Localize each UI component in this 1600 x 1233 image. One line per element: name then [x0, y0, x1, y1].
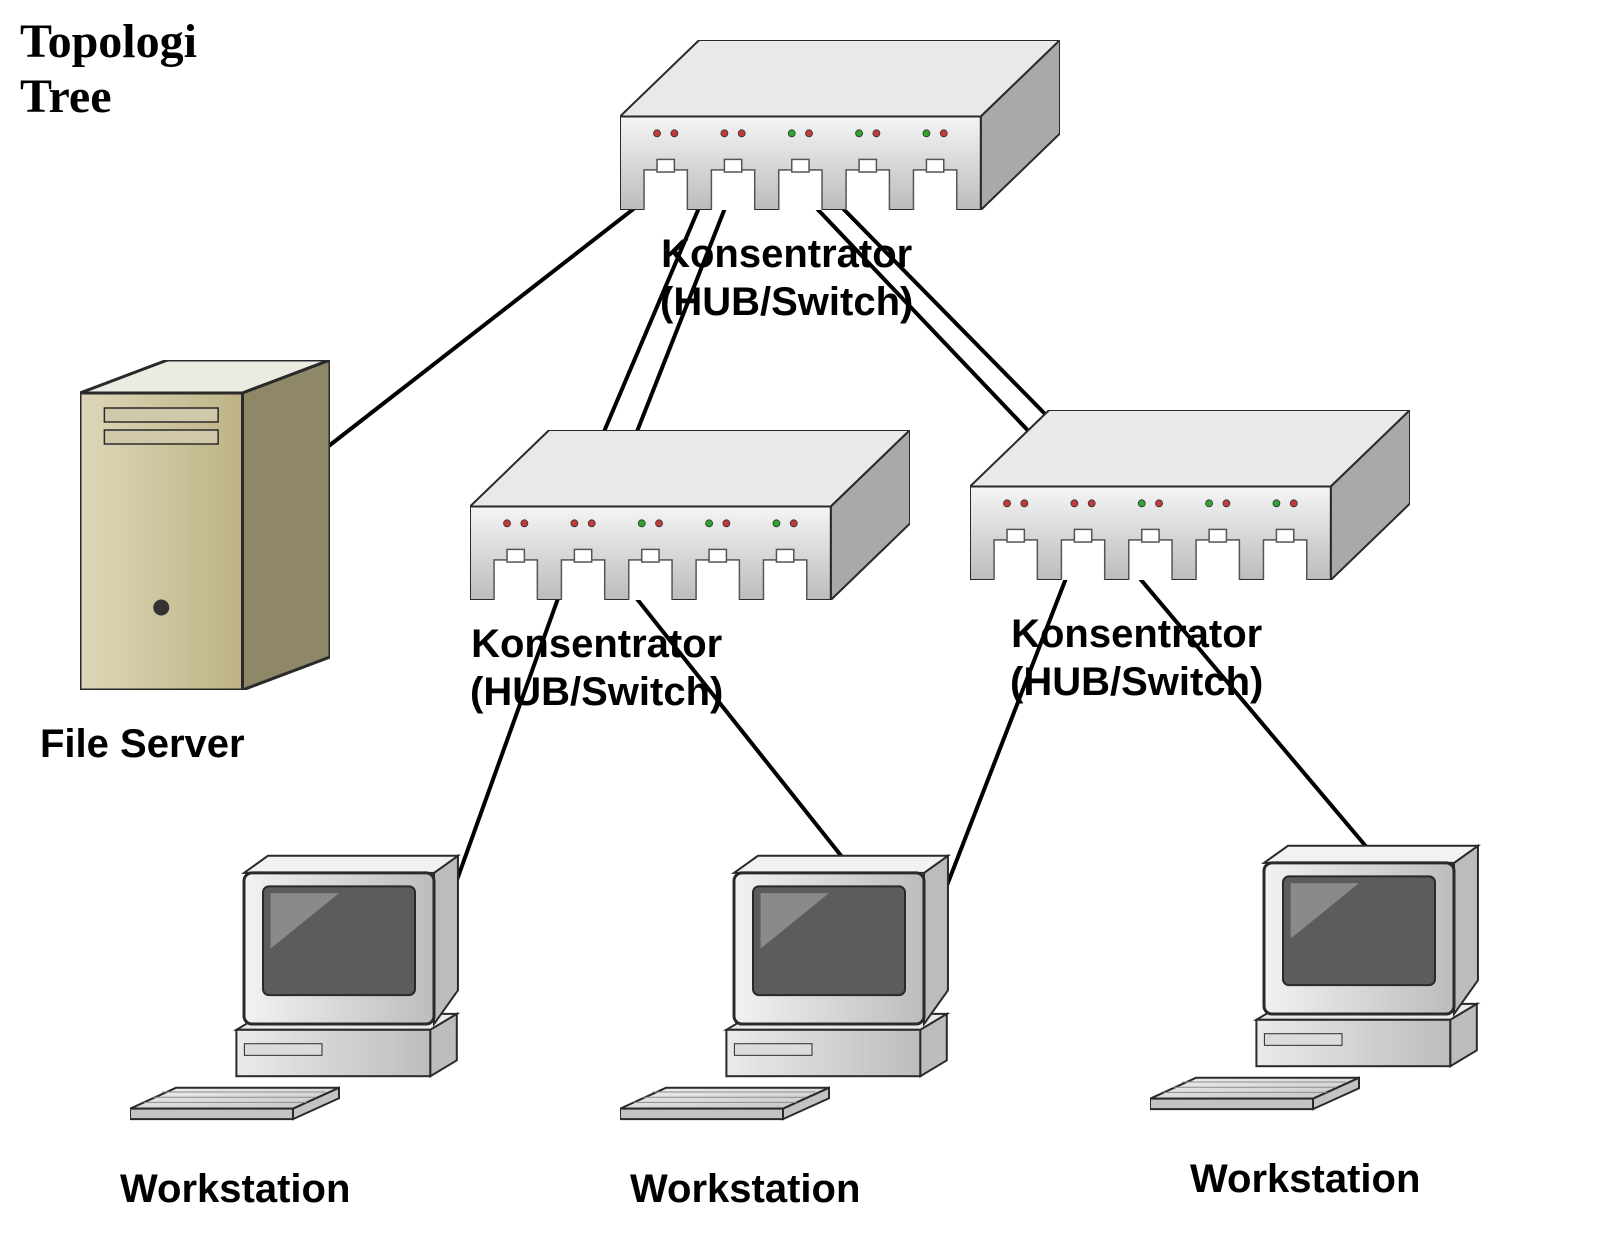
- workstation-label: Workstation: [120, 1165, 350, 1213]
- hub-node: [970, 410, 1410, 585]
- workstation-label: Workstation: [630, 1165, 860, 1213]
- workstation-node: [1150, 840, 1530, 1135]
- title-line2: Tree: [20, 69, 197, 124]
- server-node: [80, 360, 330, 695]
- server-icon: [80, 360, 330, 690]
- workstation-icon: [130, 850, 510, 1140]
- workstation-node: [130, 850, 510, 1145]
- title-line1: Topologi: [20, 14, 197, 69]
- workstation-icon: [620, 850, 1000, 1140]
- workstation-label: Workstation: [1190, 1155, 1420, 1203]
- server-label: File Server: [40, 720, 245, 768]
- workstation-node: [620, 850, 1000, 1145]
- hub-label: Konsentrator (HUB/Switch): [660, 230, 913, 326]
- hub-icon: [970, 410, 1410, 580]
- hub-node: [620, 40, 1060, 215]
- diagram-canvas: Konsentrator (HUB/Switch) Konsentrator (H…: [0, 0, 1600, 1233]
- diagram-title: Topologi Tree: [20, 14, 197, 124]
- hub-icon: [470, 430, 910, 600]
- workstation-icon: [1150, 840, 1530, 1130]
- hub-icon: [620, 40, 1060, 210]
- hub-node: [470, 430, 910, 605]
- hub-label: Konsentrator (HUB/Switch): [1010, 610, 1263, 706]
- hub-label: Konsentrator (HUB/Switch): [470, 620, 723, 716]
